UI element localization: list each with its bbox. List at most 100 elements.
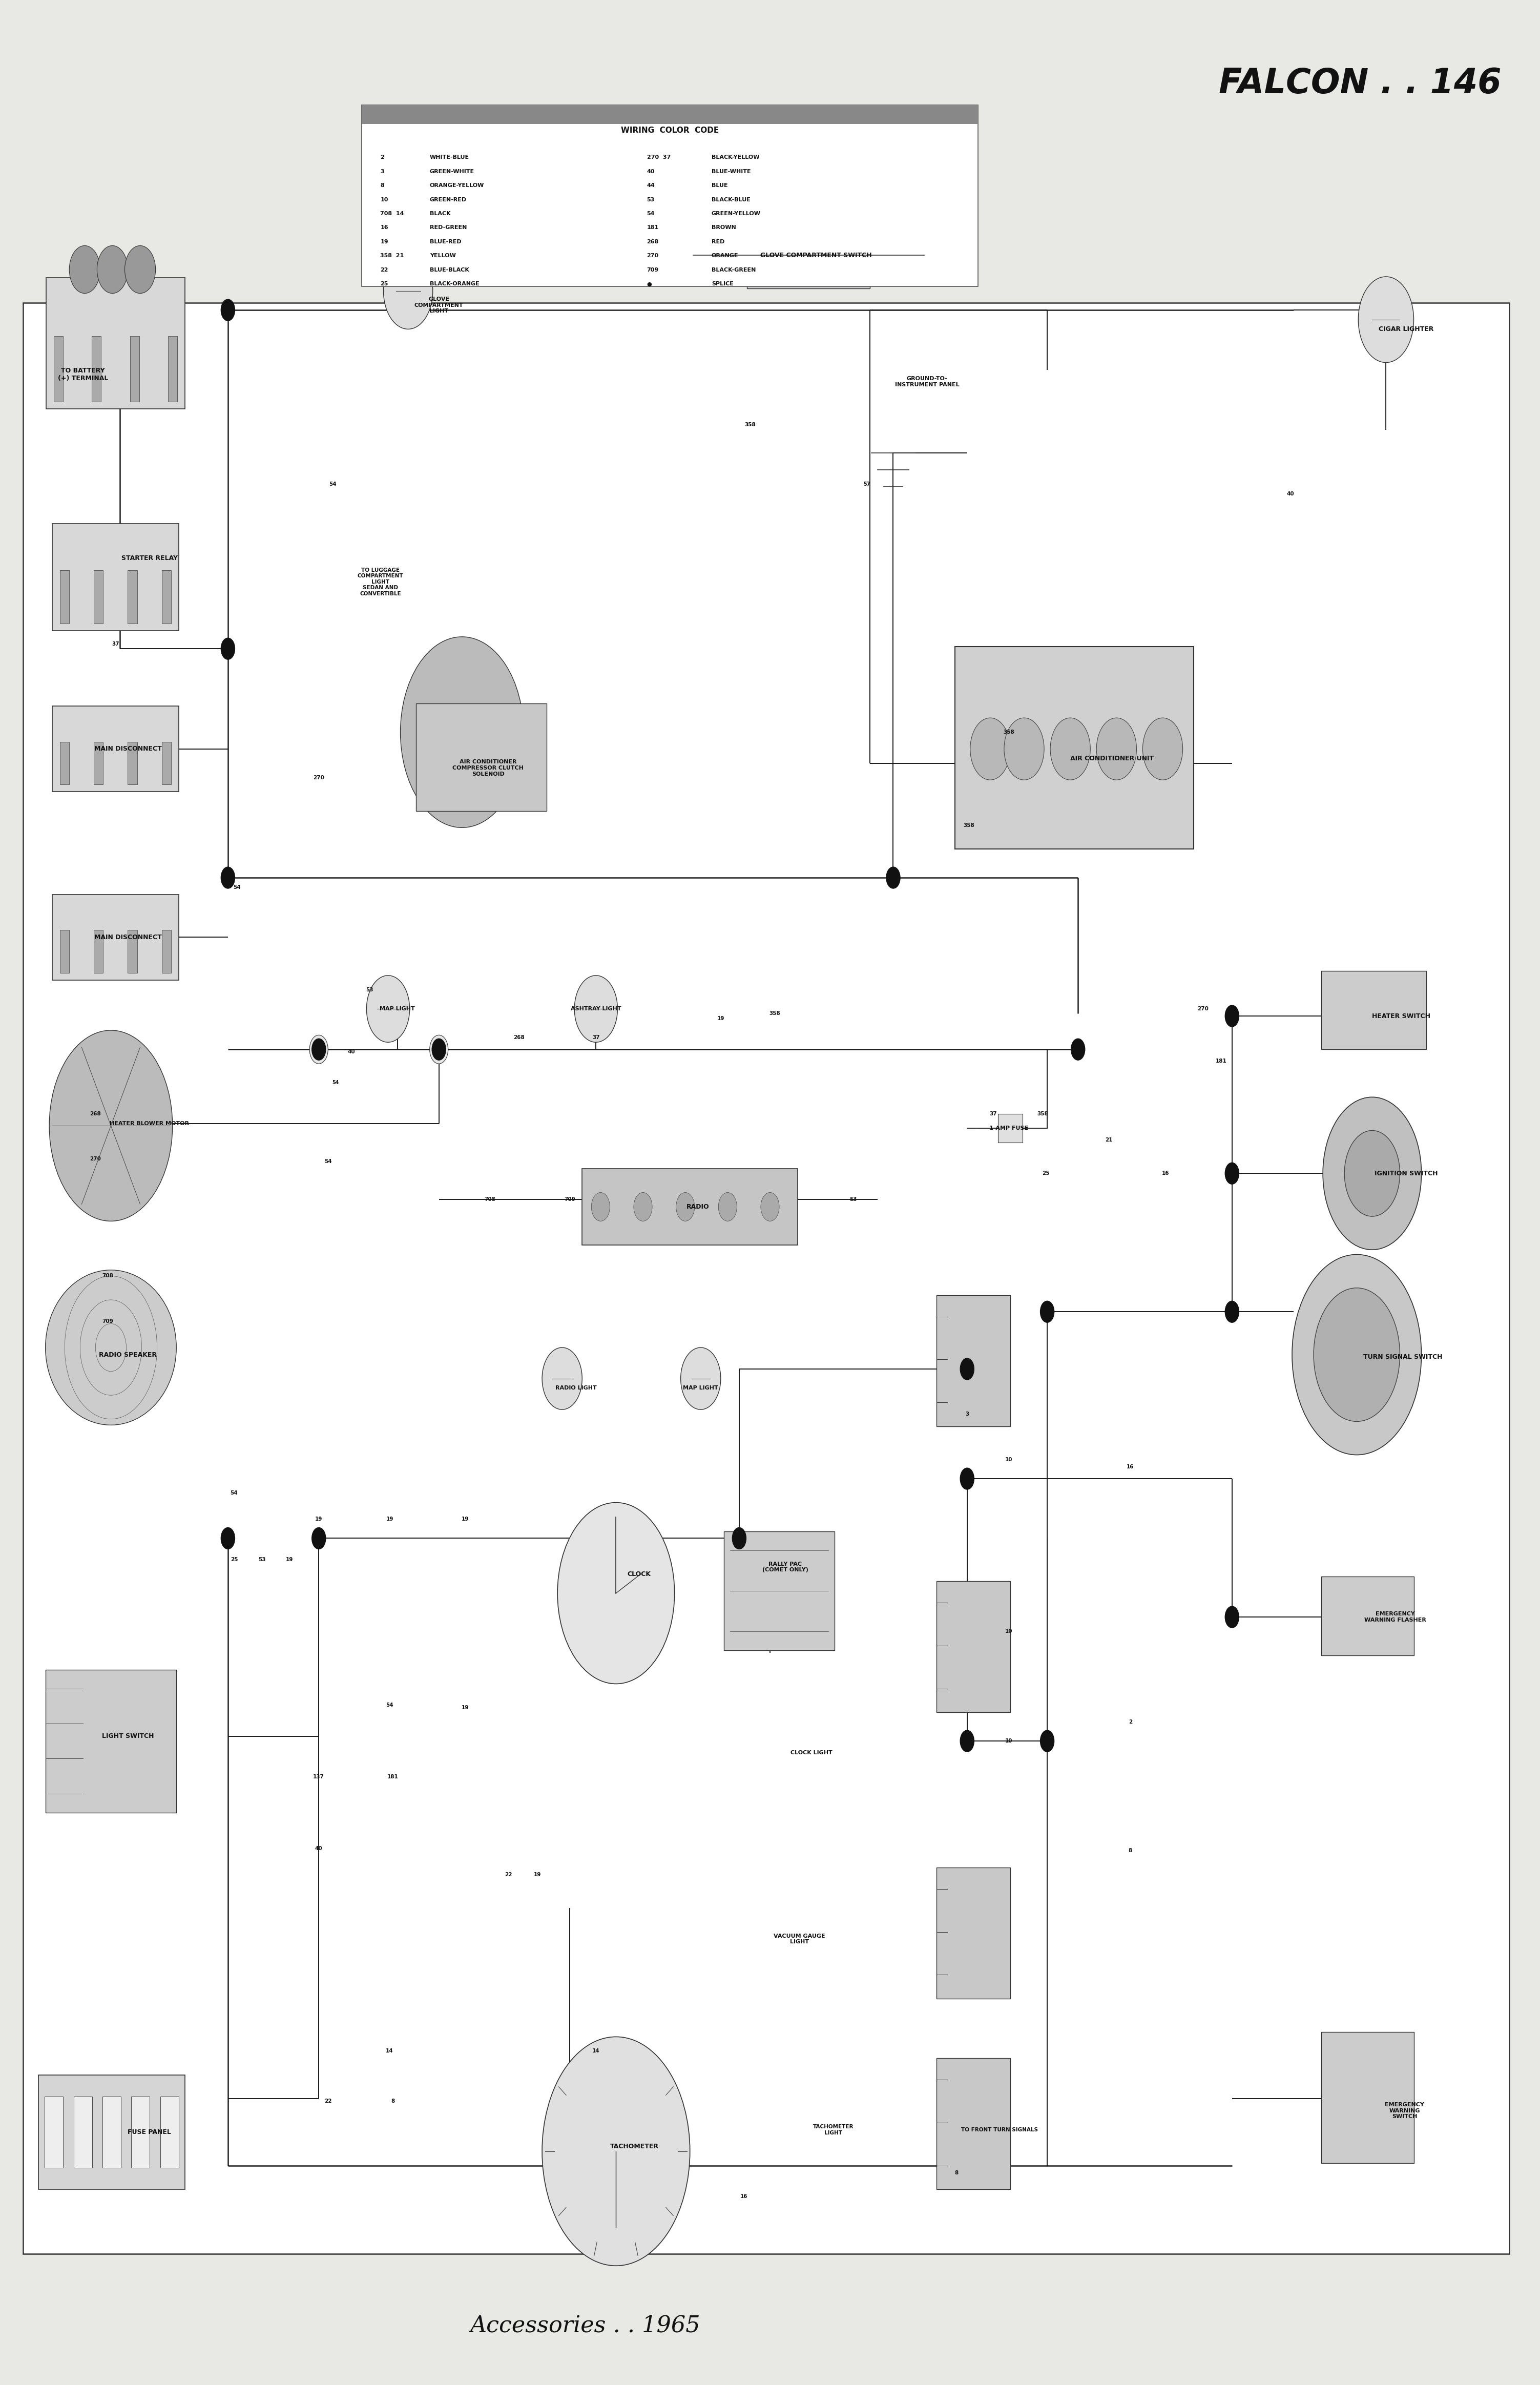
Circle shape	[574, 975, 618, 1042]
Circle shape	[222, 1529, 234, 1550]
Bar	[1321, 1576, 1414, 1655]
Text: CIGAR LIGHTER: CIGAR LIGHTER	[1378, 327, 1434, 332]
Bar	[936, 2058, 1010, 2189]
Circle shape	[49, 1030, 172, 1221]
Ellipse shape	[45, 1269, 176, 1424]
Circle shape	[222, 298, 234, 322]
Text: MAP LIGHT: MAP LIGHT	[380, 1006, 414, 1011]
Bar	[162, 570, 171, 622]
Bar	[23, 303, 1509, 2254]
Text: EMERGENCY
WARNING
SWITCH: EMERGENCY WARNING SWITCH	[1384, 2101, 1424, 2120]
Bar	[416, 704, 547, 811]
Circle shape	[367, 975, 410, 1042]
Bar	[724, 1531, 835, 1650]
Bar	[131, 2096, 149, 2168]
Text: FALCON . . 146: FALCON . . 146	[1218, 67, 1502, 100]
Text: BLACK-ORANGE: BLACK-ORANGE	[430, 281, 479, 286]
Text: 358: 358	[1036, 1111, 1049, 1116]
Text: 40: 40	[348, 1049, 354, 1054]
Text: BLUE-BLACK: BLUE-BLACK	[430, 267, 470, 272]
Circle shape	[1314, 1288, 1400, 1421]
Text: RADIO SPEAKER: RADIO SPEAKER	[99, 1352, 157, 1357]
Bar	[45, 2096, 63, 2168]
Circle shape	[1041, 1300, 1053, 1321]
Text: 709: 709	[102, 1319, 114, 1324]
Bar	[162, 930, 171, 973]
Text: TURN SIGNAL SWITCH: TURN SIGNAL SWITCH	[1363, 1355, 1443, 1359]
Text: 2: 2	[1129, 1720, 1132, 1724]
Text: 358: 358	[1003, 730, 1015, 735]
Bar	[52, 706, 179, 792]
Text: 8: 8	[391, 2099, 394, 2104]
Text: HEATER SWITCH: HEATER SWITCH	[1372, 1014, 1431, 1018]
Text: 10: 10	[1006, 1457, 1012, 1462]
Text: 270  37: 270 37	[647, 155, 670, 160]
Circle shape	[961, 1467, 975, 1488]
Text: 16: 16	[1127, 1464, 1133, 1469]
Text: 44: 44	[1226, 1615, 1232, 1619]
Circle shape	[681, 1348, 721, 1410]
Circle shape	[885, 866, 899, 890]
Circle shape	[733, 1529, 747, 1550]
Text: 268: 268	[513, 1035, 525, 1040]
Circle shape	[1344, 1130, 1400, 1216]
Text: 270: 270	[647, 253, 659, 258]
Text: CLOCK: CLOCK	[627, 1572, 651, 1576]
Text: MAIN DISCONNECT: MAIN DISCONNECT	[94, 747, 162, 751]
Text: 16: 16	[1163, 1171, 1169, 1176]
Text: 708  14: 708 14	[380, 210, 403, 217]
Text: BLACK: BLACK	[430, 210, 451, 217]
Text: BLUE: BLUE	[711, 184, 728, 188]
Bar	[128, 742, 137, 785]
Text: STARTER RELAY: STARTER RELAY	[122, 556, 177, 560]
Text: 358: 358	[962, 823, 975, 828]
Bar	[936, 1581, 1010, 1712]
Text: 22: 22	[325, 2099, 331, 2104]
Bar	[74, 2096, 92, 2168]
Bar	[52, 894, 179, 980]
Text: 53: 53	[850, 1197, 856, 1202]
Circle shape	[970, 718, 1010, 780]
Circle shape	[1004, 718, 1044, 780]
Circle shape	[97, 246, 128, 293]
Circle shape	[1050, 718, 1090, 780]
Text: GROUND-TO-
INSTRUMENT PANEL: GROUND-TO- INSTRUMENT PANEL	[895, 377, 959, 386]
Bar	[52, 522, 179, 630]
Text: 19: 19	[316, 1517, 322, 1522]
Bar	[162, 742, 171, 785]
Text: YELLOW: YELLOW	[430, 253, 456, 258]
Text: CLOCK LIGHT: CLOCK LIGHT	[790, 1751, 833, 1755]
Text: BLUE-RED: BLUE-RED	[430, 239, 462, 243]
Text: 709: 709	[647, 267, 659, 272]
Text: GLOVE
COMPARTMENT
LIGHT: GLOVE COMPARTMENT LIGHT	[414, 296, 464, 315]
Circle shape	[761, 1192, 779, 1221]
Bar	[102, 2096, 120, 2168]
Circle shape	[69, 246, 100, 293]
Text: 137: 137	[313, 1774, 325, 1779]
Text: 3: 3	[380, 169, 385, 174]
Circle shape	[1070, 1037, 1084, 1059]
Text: HEATER BLOWER MOTOR: HEATER BLOWER MOTOR	[109, 1121, 189, 1126]
Text: 358  21: 358 21	[380, 253, 403, 258]
Text: 181: 181	[387, 1774, 399, 1779]
Text: TACHOMETER
LIGHT: TACHOMETER LIGHT	[813, 2125, 853, 2135]
Bar	[128, 570, 137, 622]
Text: 10: 10	[1006, 1629, 1012, 1634]
Text: 37: 37	[593, 1035, 599, 1040]
Circle shape	[718, 1192, 738, 1221]
Bar	[582, 1169, 798, 1245]
Bar	[129, 336, 139, 401]
Text: GREEN-WHITE: GREEN-WHITE	[430, 169, 474, 174]
Text: 54: 54	[333, 1080, 339, 1085]
Text: 16: 16	[380, 224, 388, 231]
Text: AIR CONDITIONER UNIT: AIR CONDITIONER UNIT	[1070, 756, 1153, 761]
Text: 181: 181	[647, 224, 659, 231]
Bar	[46, 277, 185, 410]
Text: TO LUGGAGE
COMPARTMENT
LIGHT
SEDAN AND
CONVERTIBLE: TO LUGGAGE COMPARTMENT LIGHT SEDAN AND C…	[357, 568, 403, 596]
Bar	[60, 742, 69, 785]
Text: BLACK-GREEN: BLACK-GREEN	[711, 267, 756, 272]
Text: RADIO: RADIO	[687, 1204, 708, 1209]
Text: 270: 270	[313, 775, 325, 780]
Bar	[362, 105, 978, 286]
Text: ORANGE: ORANGE	[711, 253, 738, 258]
